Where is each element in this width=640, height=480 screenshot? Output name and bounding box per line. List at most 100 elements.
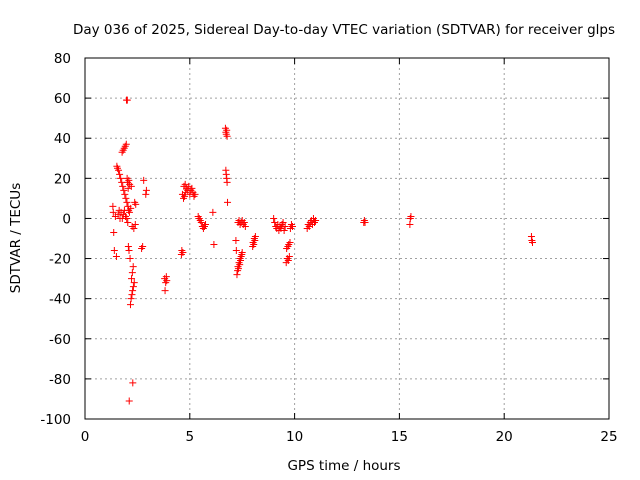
data-point (126, 301, 134, 309)
data-point (109, 208, 117, 216)
data-point (117, 174, 125, 182)
x-tick-label: 15 (391, 429, 408, 445)
y-axis-label: SDTVAR / TECUs (8, 183, 24, 293)
data-point (110, 228, 118, 236)
y-tick-label: -100 (40, 412, 71, 428)
y-tick-label: -60 (49, 332, 71, 348)
data-point (237, 257, 245, 265)
data-point (407, 212, 415, 220)
data-point (284, 257, 292, 265)
x-tick-label: 0 (81, 429, 90, 445)
data-point (129, 287, 137, 295)
x-tick-label: 10 (286, 429, 303, 445)
y-tick-label: 0 (62, 211, 71, 227)
data-point (126, 255, 134, 263)
x-axis-label: GPS time / hours (287, 458, 400, 474)
data-point (528, 239, 536, 247)
data-point (312, 216, 320, 224)
data-point (121, 190, 129, 198)
data-point (191, 190, 199, 198)
data-point (181, 180, 189, 188)
data-point (406, 220, 414, 228)
data-point (142, 190, 150, 198)
data-point (142, 186, 150, 194)
data-point (223, 178, 231, 186)
y-tick-label: -40 (49, 292, 71, 308)
data-point (122, 140, 130, 148)
data-point (124, 243, 132, 251)
data-point (251, 237, 259, 245)
data-point (120, 186, 128, 194)
data-point (129, 263, 137, 271)
data-point (125, 208, 133, 216)
data-point (139, 243, 147, 251)
data-point (125, 176, 133, 184)
data-point (238, 249, 246, 257)
data-point (122, 194, 130, 202)
grid (85, 58, 609, 419)
x-tick-label: 20 (496, 429, 513, 445)
data-points (109, 96, 536, 405)
data-point (123, 96, 131, 104)
data-point (163, 277, 171, 285)
data-point (125, 247, 133, 255)
data-point (116, 170, 124, 178)
data-point (232, 237, 240, 245)
data-point (128, 291, 136, 299)
data-point (124, 218, 132, 226)
data-point (132, 200, 140, 208)
data-point (123, 214, 131, 222)
data-point (197, 218, 205, 226)
data-point (224, 198, 232, 206)
x-tick-label: 5 (186, 429, 195, 445)
data-point (188, 184, 196, 192)
data-point (127, 204, 135, 212)
data-point (270, 214, 278, 222)
data-point (280, 226, 288, 234)
data-point (119, 182, 127, 190)
data-point (236, 261, 244, 269)
data-point (130, 224, 138, 232)
data-point (127, 182, 135, 190)
data-point (128, 275, 136, 283)
data-point (123, 198, 131, 206)
data-point (223, 132, 231, 140)
data-point (161, 287, 169, 295)
data-point (223, 126, 231, 134)
data-point (110, 247, 118, 255)
data-point (181, 192, 189, 200)
data-point (279, 218, 287, 226)
data-point (286, 239, 294, 247)
y-tick-label: 20 (54, 171, 71, 187)
data-point (250, 241, 258, 249)
data-point (125, 397, 133, 405)
data-point (130, 279, 138, 287)
data-point (127, 295, 135, 303)
data-point (131, 220, 139, 228)
data-point (129, 379, 137, 387)
axis-ticks: 0 5 10 15 20 25 -100 -80 -60 -40 -20 0 20 40 60 80 (40, 51, 617, 445)
data-point (281, 222, 289, 230)
data-point (202, 220, 210, 228)
data-point (241, 222, 249, 230)
data-point (115, 166, 123, 174)
y-tick-label: -20 (49, 252, 71, 268)
x-tick-label: 25 (600, 429, 617, 445)
data-point (209, 208, 217, 216)
data-point (289, 222, 297, 230)
data-point (234, 265, 242, 273)
chart-title: Day 036 of 2025, Sidereal Day-to-day VTE… (73, 22, 615, 38)
y-tick-label: 60 (54, 91, 71, 107)
data-point (240, 218, 248, 226)
data-point (232, 247, 240, 255)
y-tick-label: 80 (54, 51, 71, 67)
data-point (140, 176, 148, 184)
y-tick-label: -80 (49, 372, 71, 388)
data-point (109, 202, 117, 210)
plot-area-frame (84, 57, 610, 420)
data-point (285, 253, 293, 261)
data-point (129, 283, 137, 291)
data-point (118, 178, 126, 186)
y-tick-label: 40 (54, 131, 71, 147)
